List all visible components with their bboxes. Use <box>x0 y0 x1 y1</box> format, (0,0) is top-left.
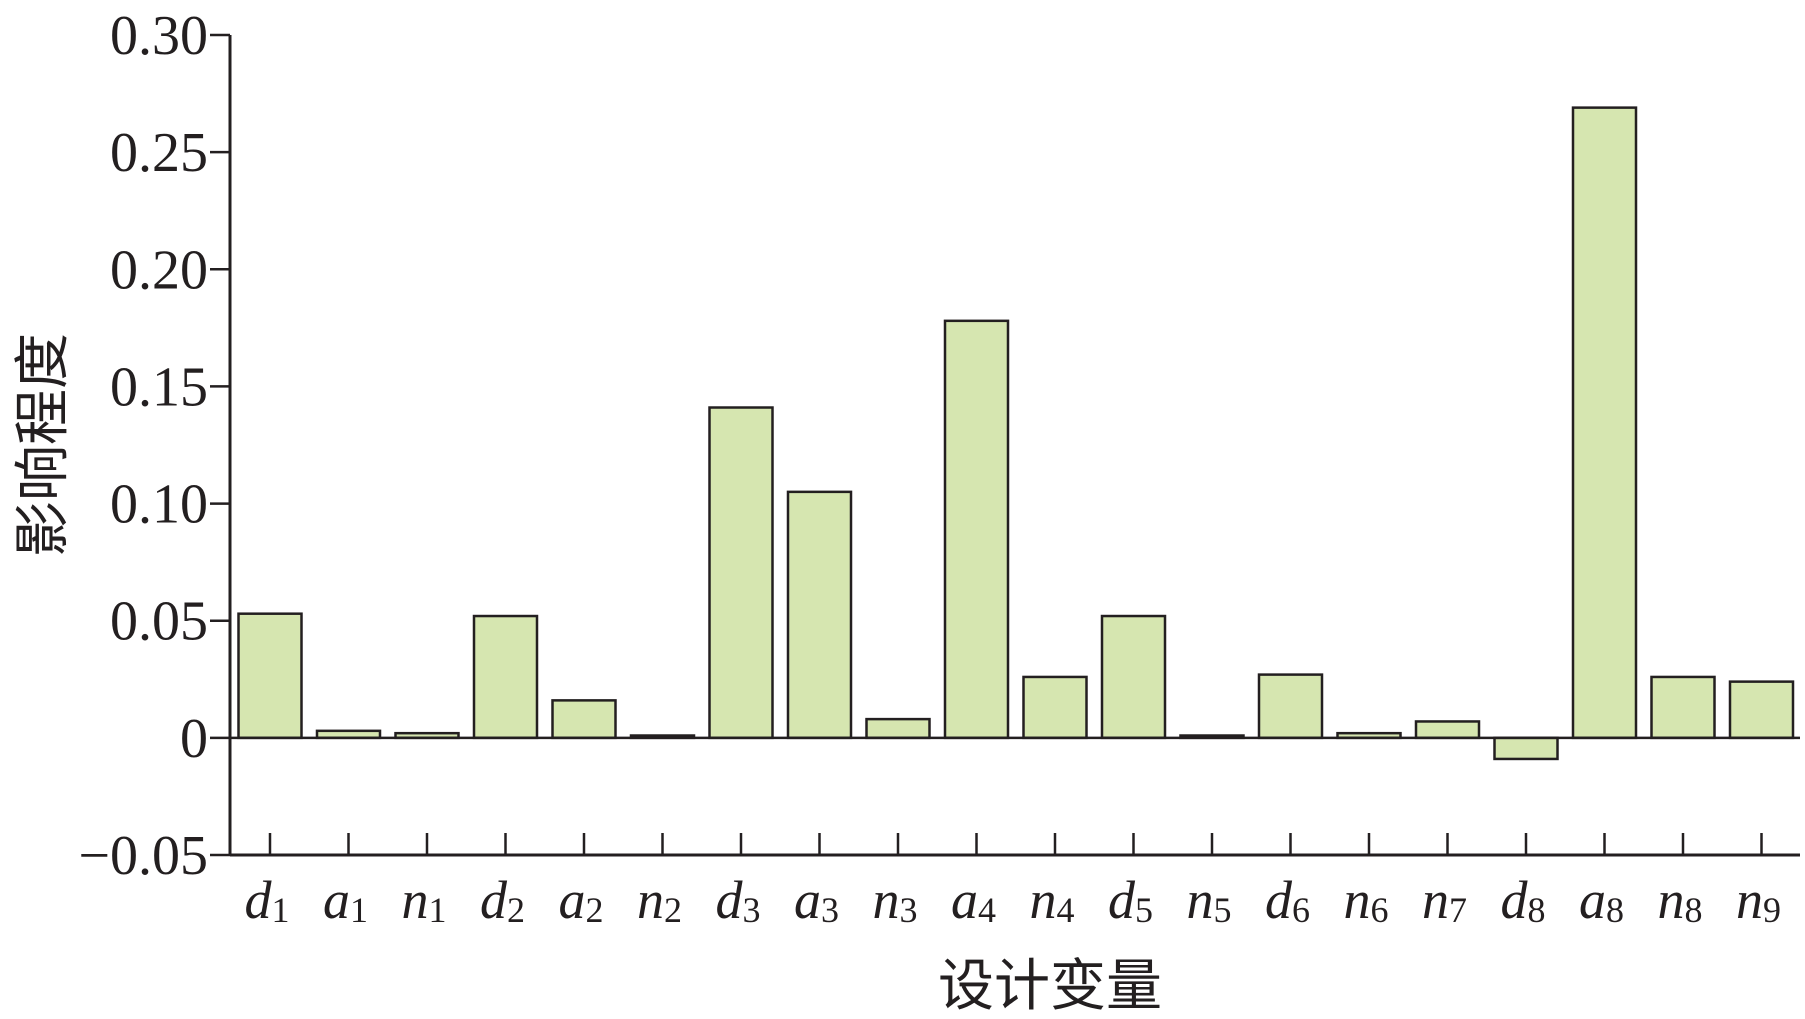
x-tick-label-n7: n7 <box>1422 870 1467 930</box>
y-tick-label: 0.20 <box>110 239 208 301</box>
x-tick-label-n6: n6 <box>1344 870 1389 930</box>
x-tick-label-a8: a8 <box>1579 870 1624 930</box>
y-tick-label: 0.30 <box>110 5 208 67</box>
y-tick-label: 0.10 <box>110 474 208 536</box>
x-tick-label-d2: d2 <box>480 870 525 930</box>
bars-group <box>237 106 1795 761</box>
y-tick-label: −0.05 <box>78 825 208 887</box>
axes-group <box>228 35 1800 857</box>
x-tick-label-a2: a2 <box>559 870 604 930</box>
x-tick-label-a3: a3 <box>794 870 839 930</box>
bar-d6 <box>1257 673 1324 740</box>
bar-n8 <box>1650 675 1716 740</box>
x-tick-label-d6: d6 <box>1265 870 1310 930</box>
x-tick-label-n2: n2 <box>637 870 682 930</box>
bar-n9 <box>1728 680 1795 740</box>
bar-d3 <box>708 406 774 740</box>
x-tick-label-n1: n1 <box>402 870 447 930</box>
bar-n7 <box>1414 720 1481 740</box>
bar-d2 <box>472 614 539 740</box>
x-tick-label-a4: a4 <box>951 870 996 930</box>
y-tick-label: 0 <box>180 708 208 770</box>
x-tick-label-n8: n8 <box>1658 870 1703 930</box>
y-tick-label: 0.25 <box>110 122 208 184</box>
bar-a4 <box>943 319 1010 740</box>
bar-d8 <box>1493 736 1559 761</box>
bar-d1 <box>237 612 303 740</box>
y-axis-title: 影响程度 <box>11 333 76 557</box>
x-tick-label-n9: n9 <box>1736 870 1781 930</box>
y-tick-label: 0.05 <box>110 591 208 653</box>
x-tick-label-n3: n3 <box>873 870 918 930</box>
x-axis-title: 设计变量 <box>938 954 1162 1019</box>
x-tick-label-d1: d1 <box>245 870 290 930</box>
x-ticks-group: d1 a1 n1 d2 a2 n2 d3 a3 n3 a4 n4 d5 n5 d6 n6 n7 d8 a8 n8 n9 <box>245 833 1781 930</box>
bar-d5 <box>1100 614 1167 740</box>
x-tick-label-a1: a1 <box>323 870 368 930</box>
bar-a3 <box>786 490 853 740</box>
x-tick-label-n5: n5 <box>1187 870 1232 930</box>
bar-n3 <box>865 717 931 740</box>
y-tick-label: 0.15 <box>110 356 208 418</box>
x-tick-label-d3: d3 <box>716 870 761 930</box>
bar-a2 <box>551 699 617 740</box>
bar-a8 <box>1571 106 1638 740</box>
x-tick-label-d5: d5 <box>1108 870 1153 930</box>
x-tick-label-d8: d8 <box>1501 870 1546 930</box>
x-tick-label-n4: n4 <box>1030 870 1075 930</box>
bar-n4 <box>1022 675 1088 740</box>
y-ticks-group: −0.05 0 0.05 0.10 0.15 0.20 0.25 0.30 <box>78 5 230 887</box>
